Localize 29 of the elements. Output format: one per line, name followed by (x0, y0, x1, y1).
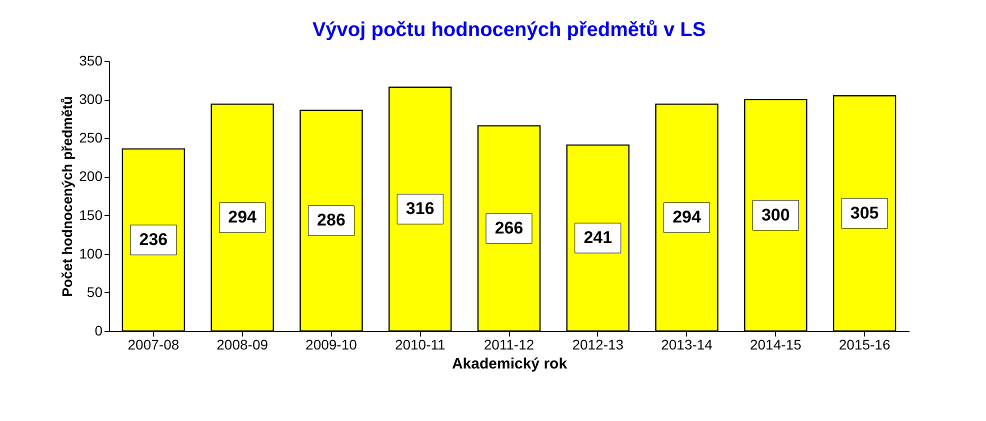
x-tick-label: 2012-13 (572, 336, 624, 352)
y-tick-label: 200 (79, 168, 103, 184)
x-tick-label: 2008-09 (216, 336, 268, 352)
y-tick-label: 300 (79, 91, 103, 108)
data-label: 286 (317, 210, 346, 230)
data-label: 294 (672, 208, 702, 227)
x-tick-label: 2009-10 (306, 336, 358, 352)
data-label: 305 (850, 203, 879, 222)
y-tick-label: 150 (79, 206, 103, 223)
x-tick-label: 2007-08 (128, 336, 180, 352)
data-label: 266 (494, 218, 524, 238)
data-label: 236 (139, 230, 168, 249)
chart-title: Vývoj počtu hodnocených předmětů v LS (312, 19, 706, 41)
y-axis-title: Počet hodnocených předmětů (59, 96, 76, 297)
y-tick-label: 100 (79, 245, 103, 262)
x-tick-label: 2011-12 (484, 336, 534, 352)
x-tick-label: 2010-11 (394, 336, 446, 352)
y-tick-label: 350 (79, 52, 103, 68)
data-label: 300 (761, 205, 790, 224)
x-tick-label: 2013-14 (661, 336, 713, 352)
x-tick-label: 2015-16 (838, 336, 890, 352)
y-tick-label: 0 (94, 322, 103, 338)
x-axis-title: Akademický rok (452, 356, 568, 372)
y-tick-label: 250 (79, 130, 103, 146)
data-label: 294 (228, 208, 258, 227)
data-label: 316 (406, 199, 434, 218)
data-label: 241 (584, 228, 612, 248)
x-tick-label: 2014-15 (750, 336, 802, 352)
y-tick-label: 50 (86, 284, 103, 300)
